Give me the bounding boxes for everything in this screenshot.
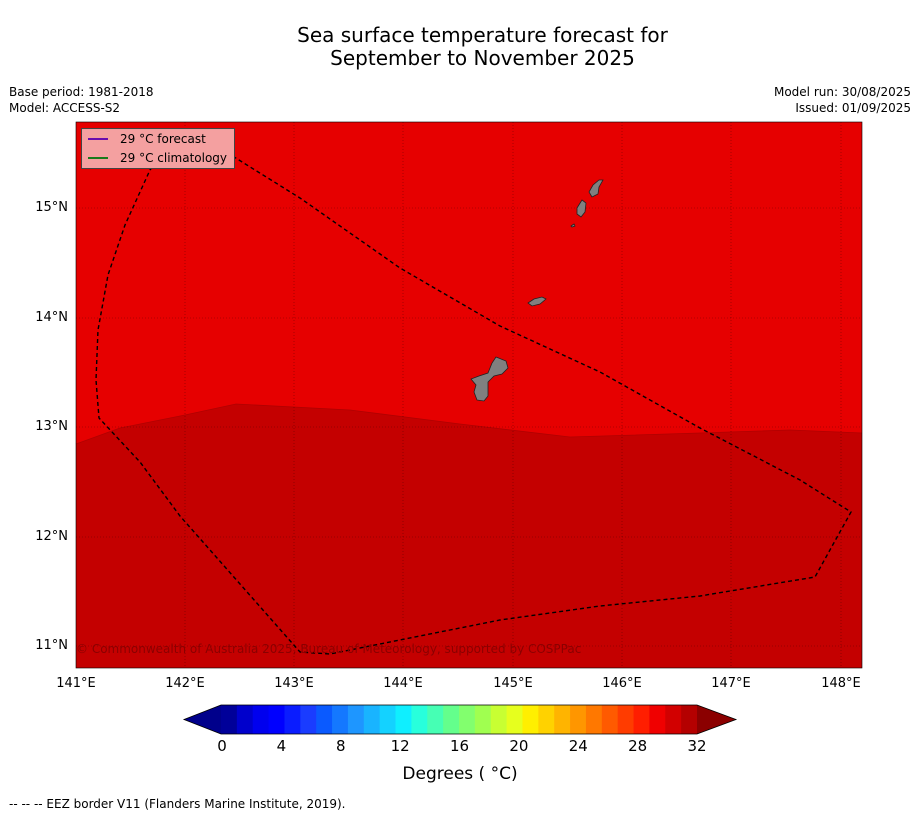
colorbar-segment	[443, 705, 460, 734]
lon-tick-143e: 143°E	[274, 676, 314, 691]
colorbar-segment	[681, 705, 698, 734]
colorbar-segment	[284, 705, 301, 734]
colorbar-over-arrow	[697, 705, 736, 734]
colorbar-segment	[379, 705, 396, 734]
lat-tick-13n: 13°N	[35, 419, 68, 434]
colorbar-segment	[506, 705, 523, 734]
sst-map	[75, 121, 863, 669]
eez-border	[95, 133, 852, 655]
colorbar-segment	[427, 705, 444, 734]
colorbar-tick-label: 4	[276, 737, 287, 755]
lat-tick-15n: 15°N	[35, 200, 68, 215]
base-period-text: Base period: 1981-2018	[9, 85, 154, 99]
colorbar-segment	[300, 705, 317, 734]
colorbar-segment	[554, 705, 571, 734]
colorbar-segment	[252, 705, 269, 734]
colorbar-tick-label: 8	[335, 737, 346, 755]
copyright-text: © Commonwealth of Australia 2025, Bureau…	[76, 642, 582, 656]
colorbar-segment	[570, 705, 587, 734]
zone-boundary	[75, 403, 863, 445]
land-masses	[470, 179, 604, 402]
legend-forecast-entry: 29 °C forecast	[88, 131, 206, 147]
title-line-2: September to November 2025	[330, 46, 635, 70]
model-text: Model: ACCESS-S2	[9, 101, 121, 115]
colorbar-segment	[411, 705, 428, 734]
lon-tick-147e: 147°E	[711, 676, 751, 691]
colorbar-segment	[236, 705, 254, 734]
colorbar-segment	[316, 705, 333, 734]
colorbar-segment	[395, 705, 412, 734]
saipan-island	[588, 179, 604, 198]
colorbar	[182, 704, 738, 735]
colorbar-segment	[363, 705, 381, 734]
colorbar-segment	[617, 705, 634, 734]
colorbar-segment	[649, 705, 666, 734]
lon-tick-142e: 142°E	[165, 676, 205, 691]
colorbar-under-arrow	[184, 705, 221, 734]
colorbar-tick-label: 12	[390, 737, 410, 755]
lon-tick-145e: 145°E	[493, 676, 533, 691]
model-run-text: Model run: 30/08/2025	[773, 85, 911, 99]
legend-forecast-label: 29 °C forecast	[120, 132, 206, 146]
colorbar-segment	[633, 705, 650, 734]
colorbar-segment	[665, 705, 682, 734]
colorbar-segment	[221, 705, 238, 734]
colorbar-tick-label: 24	[568, 737, 588, 755]
map-frame	[75, 121, 863, 669]
legend-climatology-label: 29 °C climatology	[120, 151, 228, 165]
aguijan-islet	[570, 223, 576, 228]
colorbar-segment	[601, 705, 619, 734]
colorbar-segment	[347, 705, 365, 734]
title-line-1: Sea surface temperature forecast for	[297, 23, 668, 47]
rota-island	[527, 296, 547, 307]
eez-footnote: -- -- -- EEZ border V11 (Flanders Marine…	[9, 797, 346, 811]
colorbar-tick-label: 0	[217, 737, 227, 755]
colorbar-tick-label: 28	[628, 737, 648, 755]
legend-climatology-entry: 29 °C climatology	[88, 150, 227, 166]
colorbar-segment	[268, 705, 285, 734]
map-legend: 29 °C forecast 29 °C climatology	[81, 128, 235, 169]
guam-island	[470, 356, 509, 402]
colorbar-tick-label: 16	[449, 737, 470, 755]
colorbar-segment	[332, 705, 349, 734]
colorbar-tick-label: 32	[687, 737, 707, 755]
colorbar-tick-label: 20	[509, 737, 529, 755]
lat-tick-14n: 14°N	[35, 310, 68, 325]
legend-forecast-swatch	[88, 138, 108, 140]
lon-tick-144e: 144°E	[383, 676, 423, 691]
warmer-zone-fill	[76, 404, 862, 668]
lon-tick-148e: 148°E	[821, 676, 861, 691]
legend-climatology-swatch	[88, 157, 108, 159]
gridlines	[76, 122, 862, 668]
issued-text: Issued: 01/09/2025	[795, 101, 911, 115]
tinian-island	[576, 199, 587, 218]
colorbar-segment	[538, 705, 555, 734]
colorbar-segment	[474, 705, 492, 734]
colorbar-segment	[490, 705, 507, 734]
lon-tick-141e: 141°E	[56, 676, 96, 691]
lat-tick-11n: 11°N	[35, 638, 68, 653]
colorbar-outline	[182, 704, 738, 735]
colorbar-segment	[459, 705, 476, 734]
colorbar-segment	[522, 705, 539, 734]
colorbar-segment	[585, 705, 603, 734]
lat-tick-12n: 12°N	[35, 529, 68, 544]
lon-tick-146e: 146°E	[602, 676, 642, 691]
colorbar-label: Degrees ( °C)	[402, 764, 518, 784]
